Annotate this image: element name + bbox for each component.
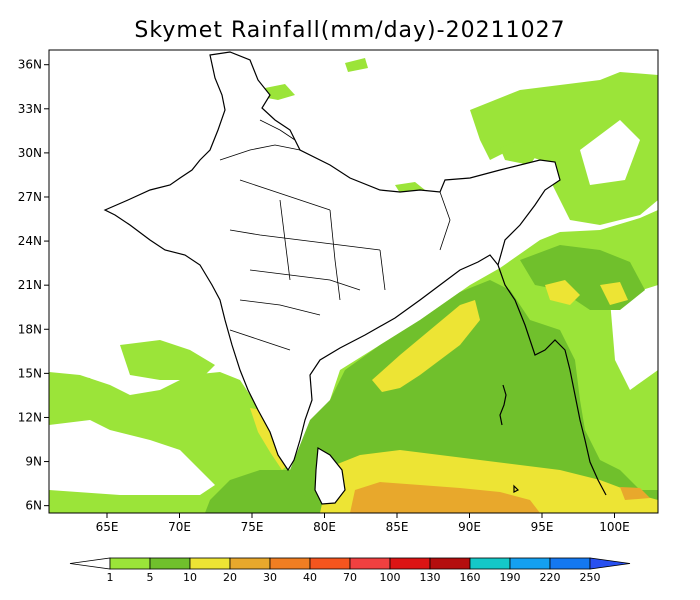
small-cell-4 [500,140,540,165]
plot-frame [48,49,659,514]
southeast-yellow-2 [600,282,628,305]
colorbar-label: 10 [183,571,197,584]
colorbar-segment [269,557,311,570]
colorbar-label: 190 [500,571,521,584]
no-rain-east [610,285,658,390]
state-borders [219,119,451,351]
colorbar-segment [469,557,511,570]
bay-of-bengal-darkgreen [230,280,658,513]
colorbar-label: 30 [263,571,277,584]
lat-tick-label: 9N [25,455,42,469]
colorbar-label: 130 [420,571,441,584]
lon-tick-label: 70E [168,520,191,534]
small-cell-2 [262,84,295,100]
lat-tick-label: 30N [18,146,42,160]
lon-tick-label: 65E [96,520,119,534]
colorbar-segment [229,557,271,570]
colorbar-label: 70 [343,571,357,584]
arabian-sea-green [120,340,215,380]
colorbar-label: 220 [540,571,561,584]
india-outline [103,51,561,472]
bay-of-bengal-yellow [372,300,480,392]
axis-ticks: 36N 33N 30N 27N 24N 21N 18N 15N 12N 9N 6N 65E 70E 75E… [18,58,630,534]
colorbar-label: 250 [580,571,601,584]
colorbar-label: 160 [460,571,481,584]
lat-tick-label: 36N [18,58,42,72]
coastlines-borders [103,51,607,505]
lon-tick-label: 95E [531,520,554,534]
lon-tick-label: 80E [313,520,336,534]
lon-tick-label: 75E [241,520,264,534]
lat-tick-label: 18N [18,322,42,336]
colorbar-segment [149,557,191,570]
colorbar-low-arrow [69,557,111,570]
colorbar-segment [509,557,551,570]
colorbar: 1 5 10 20 30 40 70 100 130 160 190 220 250 [69,557,631,584]
lat-tick-label: 33N [18,102,42,116]
colorbar-segment [309,557,351,570]
west-edge-green [49,375,105,425]
lat-tick-label: 15N [18,366,42,380]
lat-tick-label: 12N [18,410,42,424]
myanmar-coast [497,264,607,496]
colorbar-segment [349,557,391,570]
northeast-green [470,72,658,225]
colorbar-label: 40 [303,571,317,584]
colorbar-label: 5 [147,571,154,584]
lat-tick-label: 21N [18,278,42,292]
no-rain-east-2 [580,120,640,185]
colorbar-segment [109,557,151,570]
south-darkgreen [205,470,320,513]
small-cell-1 [345,58,368,72]
andaman-islands [499,384,507,426]
lon-tick-label: 100E [599,520,630,534]
south-ocean-orange-2 [620,487,650,500]
colorbar-segment [189,557,231,570]
colorbar-high-arrow [589,557,631,570]
small-island [513,484,520,493]
southeast-yellow [545,280,580,305]
sri-lanka-outline [314,447,346,505]
no-rain-south-west [49,420,215,495]
colorbar-label: 1 [107,571,114,584]
colorbar-segment [389,557,431,570]
lat-tick-label: 6N [25,499,42,513]
lon-tick-label: 85E [386,520,409,534]
colorbar-label: 100 [380,571,401,584]
south-ocean-orange [350,482,540,513]
map-title: Skymet Rainfall(mm/day)-20211027 [134,18,566,43]
lat-tick-label: 27N [18,190,42,204]
colorbar-segment [549,557,591,570]
lon-tick-label: 90E [458,520,481,534]
lat-tick-label: 24N [18,234,42,248]
colorbar-segment [429,557,471,570]
colorbar-label: 20 [223,571,237,584]
